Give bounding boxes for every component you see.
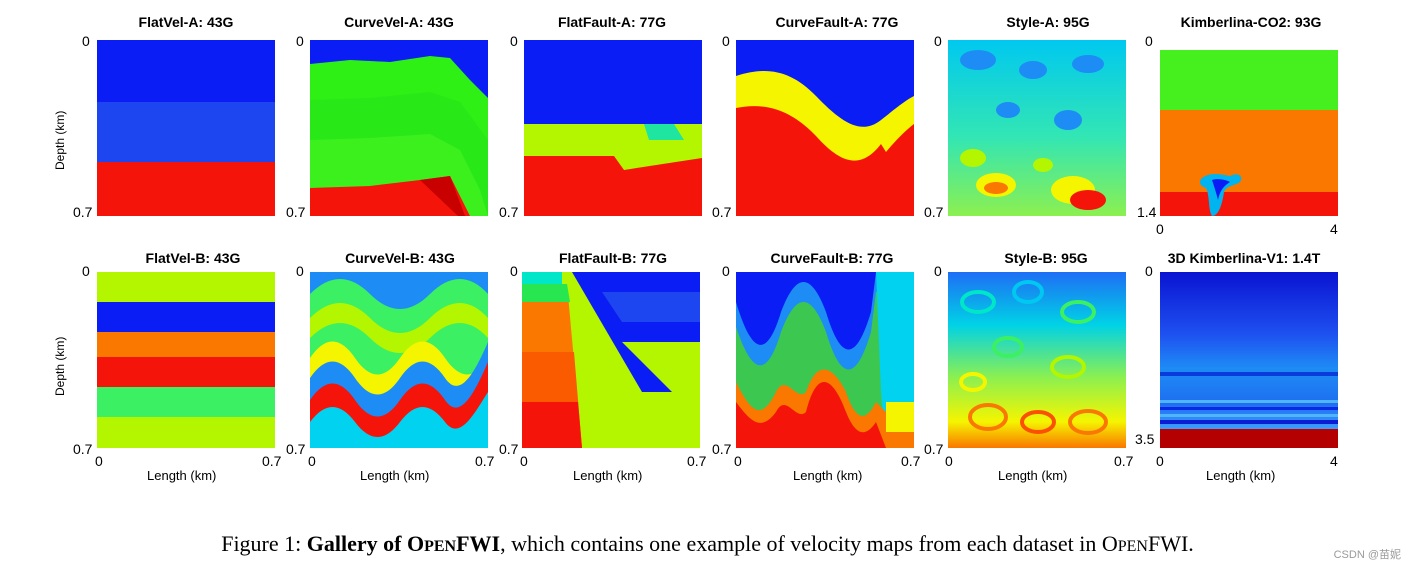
tick-y-top: 0 (1145, 263, 1153, 279)
tick-x-left: 0 (1156, 221, 1164, 237)
tick-x-right: 0.7 (687, 453, 707, 469)
panel-title-flatfault-b: FlatFault-B: 77G (558, 250, 668, 266)
caption-prefix: Figure 1: (221, 531, 307, 556)
tick-y-bottom: 0.7 (499, 204, 519, 220)
caption-bold-o: O (406, 531, 425, 556)
panel-title-style-a: Style-A: 95G (1006, 14, 1090, 30)
tick-y-top: 0 (82, 263, 90, 279)
tick-y-bottom: 0.7 (924, 204, 944, 220)
tick-x-left: 0 (945, 453, 953, 469)
tick-y-bottom: 0.7 (73, 204, 93, 220)
tick-y-bottom: 0.7 (73, 441, 93, 457)
tick-x-left: 0 (95, 453, 103, 469)
tick-x-right: 0.7 (475, 453, 495, 469)
panel-title-curvefault-b: CurveFault-B: 77G (770, 250, 894, 266)
panel-title-flatvel-a: FlatVel-A: 43G (138, 14, 234, 30)
tick-y-top: 0 (934, 263, 942, 279)
caption-end-fwi: FWI. (1147, 531, 1194, 556)
tick-x-right: 4 (1330, 221, 1338, 237)
tick-y-bottom: 0.7 (286, 204, 306, 220)
caption-end-pen: PEN (1117, 538, 1148, 555)
velocity-map-style-a (948, 40, 1126, 216)
velocity-map-kimberlina-co2 (1160, 40, 1338, 216)
panel-title-kimberlina-co2: Kimberlina-CO2: 93G (1180, 14, 1322, 30)
velocity-map-curvevel-a (310, 40, 488, 216)
tick-y-bottom: 0.7 (286, 441, 306, 457)
x-axis-label: Length (km) (573, 468, 643, 483)
tick-y-bottom: 0.7 (712, 204, 732, 220)
caption-middle: , which contains one example of velocity… (500, 531, 1102, 556)
velocity-map-flatfault-a (524, 40, 702, 216)
tick-y-top: 0 (722, 263, 730, 279)
watermark: CSDN @苗妮 (1333, 549, 1401, 561)
tick-x-left: 0 (308, 453, 316, 469)
caption-bold-gallery: Gallery of (306, 531, 407, 556)
tick-y-top: 0 (296, 33, 304, 49)
figure-caption: Figure 1: Gallery of OPENFWI, which cont… (0, 531, 1415, 557)
velocity-map-flatvel-b (97, 272, 275, 448)
panel-title-flatvel-b: FlatVel-B: 43G (145, 250, 241, 266)
panel-title-style-b: Style-B: 95G (1004, 250, 1088, 266)
tick-y-top: 0 (722, 33, 730, 49)
panel-title-curvefault-a: CurveFault-A: 77G (775, 14, 899, 30)
caption-bold-fwi: FWI (456, 531, 501, 556)
tick-y-top: 0 (934, 33, 942, 49)
tick-x-left: 0 (1156, 453, 1164, 469)
panel-title-flatfault-a: FlatFault-A: 77G (557, 14, 667, 30)
tick-y-bottom: 0.7 (924, 441, 944, 457)
tick-y-top: 0 (1145, 33, 1153, 49)
panel-title-3d-kimberlina-v1: 3D Kimberlina-V1: 1.4T (1167, 250, 1321, 266)
tick-x-right: 0.7 (262, 453, 282, 469)
tick-x-right: 0.7 (901, 453, 921, 469)
tick-y-bottom: 0.7 (712, 441, 732, 457)
panel-title-curvevel-b: CurveVel-B: 43G (345, 250, 455, 266)
velocity-map-curvefault-a (736, 40, 914, 216)
tick-y-bottom: 1.4 (1137, 204, 1157, 220)
velocity-map-curvefault-b (736, 272, 914, 448)
x-axis-label: Length (km) (793, 468, 863, 483)
caption-bold-pen: PEN (424, 538, 457, 555)
x-axis-label: Length (km) (1206, 468, 1276, 483)
tick-x-right: 4 (1330, 453, 1338, 469)
tick-y-top: 0 (510, 33, 518, 49)
tick-x-left: 0 (734, 453, 742, 469)
tick-y-top: 0 (296, 263, 304, 279)
x-axis-label: Length (km) (360, 468, 430, 483)
row1-y-axis-label: Depth (km) (53, 110, 67, 170)
tick-y-top: 0 (82, 33, 90, 49)
velocity-map-flatvel-a (97, 40, 275, 216)
x-axis-label: Length (km) (147, 468, 217, 483)
caption-end-o: O (1101, 531, 1118, 556)
panel-title-curvevel-a: CurveVel-A: 43G (344, 14, 454, 30)
velocity-map-3d-kimberlina-v1 (1160, 272, 1338, 448)
velocity-map-curvevel-b (310, 272, 488, 448)
tick-y-bottom: 0.7 (499, 441, 519, 457)
velocity-map-flatfault-b (522, 272, 700, 448)
tick-x-left: 0 (520, 453, 528, 469)
tick-y-bottom: 3.5 (1135, 431, 1155, 447)
x-axis-label: Length (km) (998, 468, 1068, 483)
tick-y-top: 0 (510, 263, 518, 279)
tick-x-right: 0.7 (1114, 453, 1134, 469)
row2-y-axis-label: Depth (km) (53, 336, 67, 396)
velocity-map-style-b (948, 272, 1126, 448)
